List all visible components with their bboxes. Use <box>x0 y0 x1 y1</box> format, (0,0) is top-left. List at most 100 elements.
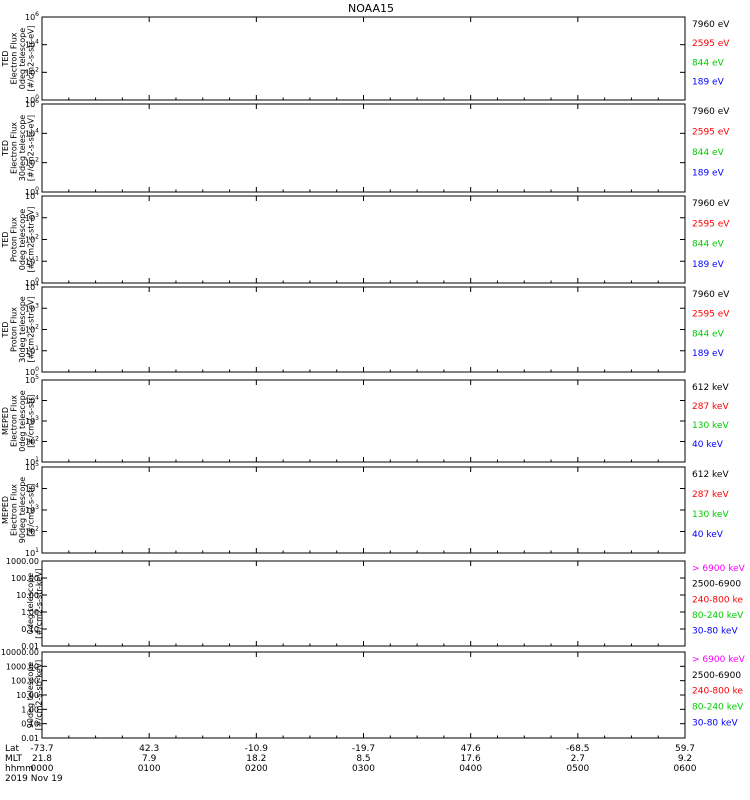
panel-frame <box>41 466 686 554</box>
panel-frame <box>41 195 686 284</box>
legend-entry: 7960 eV <box>692 107 730 117</box>
y-tick-label: 105 <box>25 461 39 472</box>
legend-entry: 189 eV <box>692 349 725 359</box>
legend-entry: 80-240 keV <box>692 703 744 713</box>
legend-entry: 130 keV <box>692 510 729 520</box>
y-axis-label: 30deg telescope <box>18 296 27 363</box>
y-tick-label: 102 <box>25 436 39 447</box>
y-tick-label: 100 <box>25 94 39 105</box>
footer-hhmm-value: 0400 <box>459 764 482 774</box>
y-tick-label: 100.00 <box>11 574 39 583</box>
panel-4: 100 101 102 103 104 TED Proton Flux 30deg teles… <box>1 281 730 377</box>
panel-frame <box>41 286 686 373</box>
legend-entry: 287 keV <box>692 402 729 412</box>
legend-entry: 612 keV <box>692 470 729 480</box>
footer-mlt-value: 2.7 <box>571 754 585 764</box>
footer-mlt-value: 9.2 <box>678 754 692 764</box>
y-tick-label: 101 <box>25 345 39 356</box>
legend-entry: 130 keV <box>692 421 729 431</box>
y-tick-label: 1.00 <box>21 705 39 714</box>
legend-entry: 2595 eV <box>692 128 730 138</box>
y-tick-label: 105 <box>25 374 39 385</box>
footer-mlt-value: 7.9 <box>142 754 157 764</box>
legend-entry: 80-240 keV <box>692 611 744 621</box>
panel-frame <box>41 560 686 647</box>
y-tick-label: 103 <box>25 302 39 313</box>
y-axis-label: Electron Flux <box>10 32 19 84</box>
y-tick-label: 104 <box>25 483 39 494</box>
y-axis-label: TED <box>1 321 10 338</box>
legend-entry: 7960 eV <box>692 199 730 209</box>
footer-lat-value: -68.5 <box>566 744 589 754</box>
legend-entry: 2595 eV <box>692 310 730 320</box>
y-tick-label: 104 <box>25 281 39 292</box>
y-axis-label: TED <box>1 50 10 67</box>
y-tick-label: 101 <box>25 456 39 467</box>
footer-hhmm-value: 0100 <box>138 764 161 774</box>
footer-mlt-value: 21.8 <box>32 754 52 764</box>
y-tick-label: 106 <box>25 11 39 22</box>
y-axis-label: 90deg telescope <box>26 662 35 729</box>
y-axis-label: Electron Flux <box>10 395 19 447</box>
legend-entry: > 6900 keV <box>692 655 746 665</box>
legend-entry: 30-80 keV <box>692 718 738 728</box>
y-axis-label: Electron Flux <box>10 484 19 536</box>
y-tick-label: 1.00 <box>21 608 39 617</box>
y-tick-label: 104 <box>25 190 39 201</box>
y-axis-label: Electron Flux <box>10 122 19 174</box>
legend-entry: 2500-6900 <box>692 671 741 681</box>
legend-entry: 844 eV <box>692 329 725 339</box>
panel-frame <box>41 379 686 463</box>
footer-row-label: hhmm <box>5 764 34 774</box>
y-axis-label: [#/cm2-s-str-keV] <box>35 568 44 639</box>
y-tick-label: 100.00 <box>11 677 39 686</box>
y-tick-label: 1000.00 <box>6 662 39 671</box>
y-tick-label: 0.10 <box>21 720 39 729</box>
footer-hhmm-value: 0300 <box>352 764 375 774</box>
y-tick-label: 10.00 <box>16 591 39 600</box>
figure-title: NOAA15 <box>348 2 394 15</box>
y-tick-label: 102 <box>25 526 39 537</box>
footer-row-label: Lat <box>5 744 20 754</box>
y-tick-label: 106 <box>25 98 39 109</box>
footer-lat-value: -10.9 <box>245 744 269 754</box>
y-axis-label: Proton Flux <box>10 307 19 352</box>
y-axis-label: Proton Flux <box>10 217 19 262</box>
panel-frame <box>41 103 686 193</box>
y-axis-label: [#/cm2-s-str-keV] <box>35 660 44 731</box>
footer-row-label: 2019 Nov 19 <box>5 774 63 784</box>
footer-lat-value: 59.7 <box>675 744 695 754</box>
y-tick-label: 100 <box>25 186 39 197</box>
footer-lat-value: -73.7 <box>30 744 53 754</box>
legend-entry: 189 eV <box>692 169 725 179</box>
y-axis-label: 0deg telescope <box>18 209 27 270</box>
y-axis-label: 90deg telescope <box>18 477 27 544</box>
legend-entry: 2595 eV <box>692 39 730 49</box>
legend-entry: 189 eV <box>692 78 725 88</box>
legend-entry: 2595 eV <box>692 219 730 229</box>
legend-entry: 30-80 keV <box>692 627 738 637</box>
legend-entry: 7960 eV <box>692 20 730 30</box>
panel-3: 100 101 102 103 104 TED Proton Flux 0deg telesc… <box>1 190 730 288</box>
y-tick-label: 103 <box>25 415 39 426</box>
panel-frame <box>41 16 686 101</box>
y-tick-label: 102 <box>25 66 39 77</box>
y-tick-label: 102 <box>25 234 39 245</box>
y-axis-label: TED <box>1 231 10 248</box>
footer-mlt-value: 18.2 <box>246 754 266 764</box>
y-axis-label: [#/cm2-s-str-eV] <box>27 25 36 91</box>
legend-entry: 7960 eV <box>692 290 730 300</box>
y-axis-label: [#/cm2-s-str-eV] <box>27 296 36 362</box>
y-axis-label: [#/cm2-s-str-eV] <box>27 115 36 181</box>
panel-1: 100 102 104 106 TED Electron Flux 0deg telesco… <box>1 11 730 105</box>
y-tick-label: 102 <box>25 157 39 168</box>
y-axis-label: MEPED <box>1 496 10 524</box>
y-axis-label: 0deg telescope <box>18 390 27 451</box>
y-tick-label: 0.01 <box>21 642 39 651</box>
y-axis-label: [#/cm2-s-str] <box>27 483 36 536</box>
y-tick-label: 104 <box>25 39 39 50</box>
y-tick-label: 103 <box>25 212 39 223</box>
y-tick-label: 1000.00 <box>6 557 39 566</box>
y-axis-label: 0deg telescope <box>26 573 35 634</box>
